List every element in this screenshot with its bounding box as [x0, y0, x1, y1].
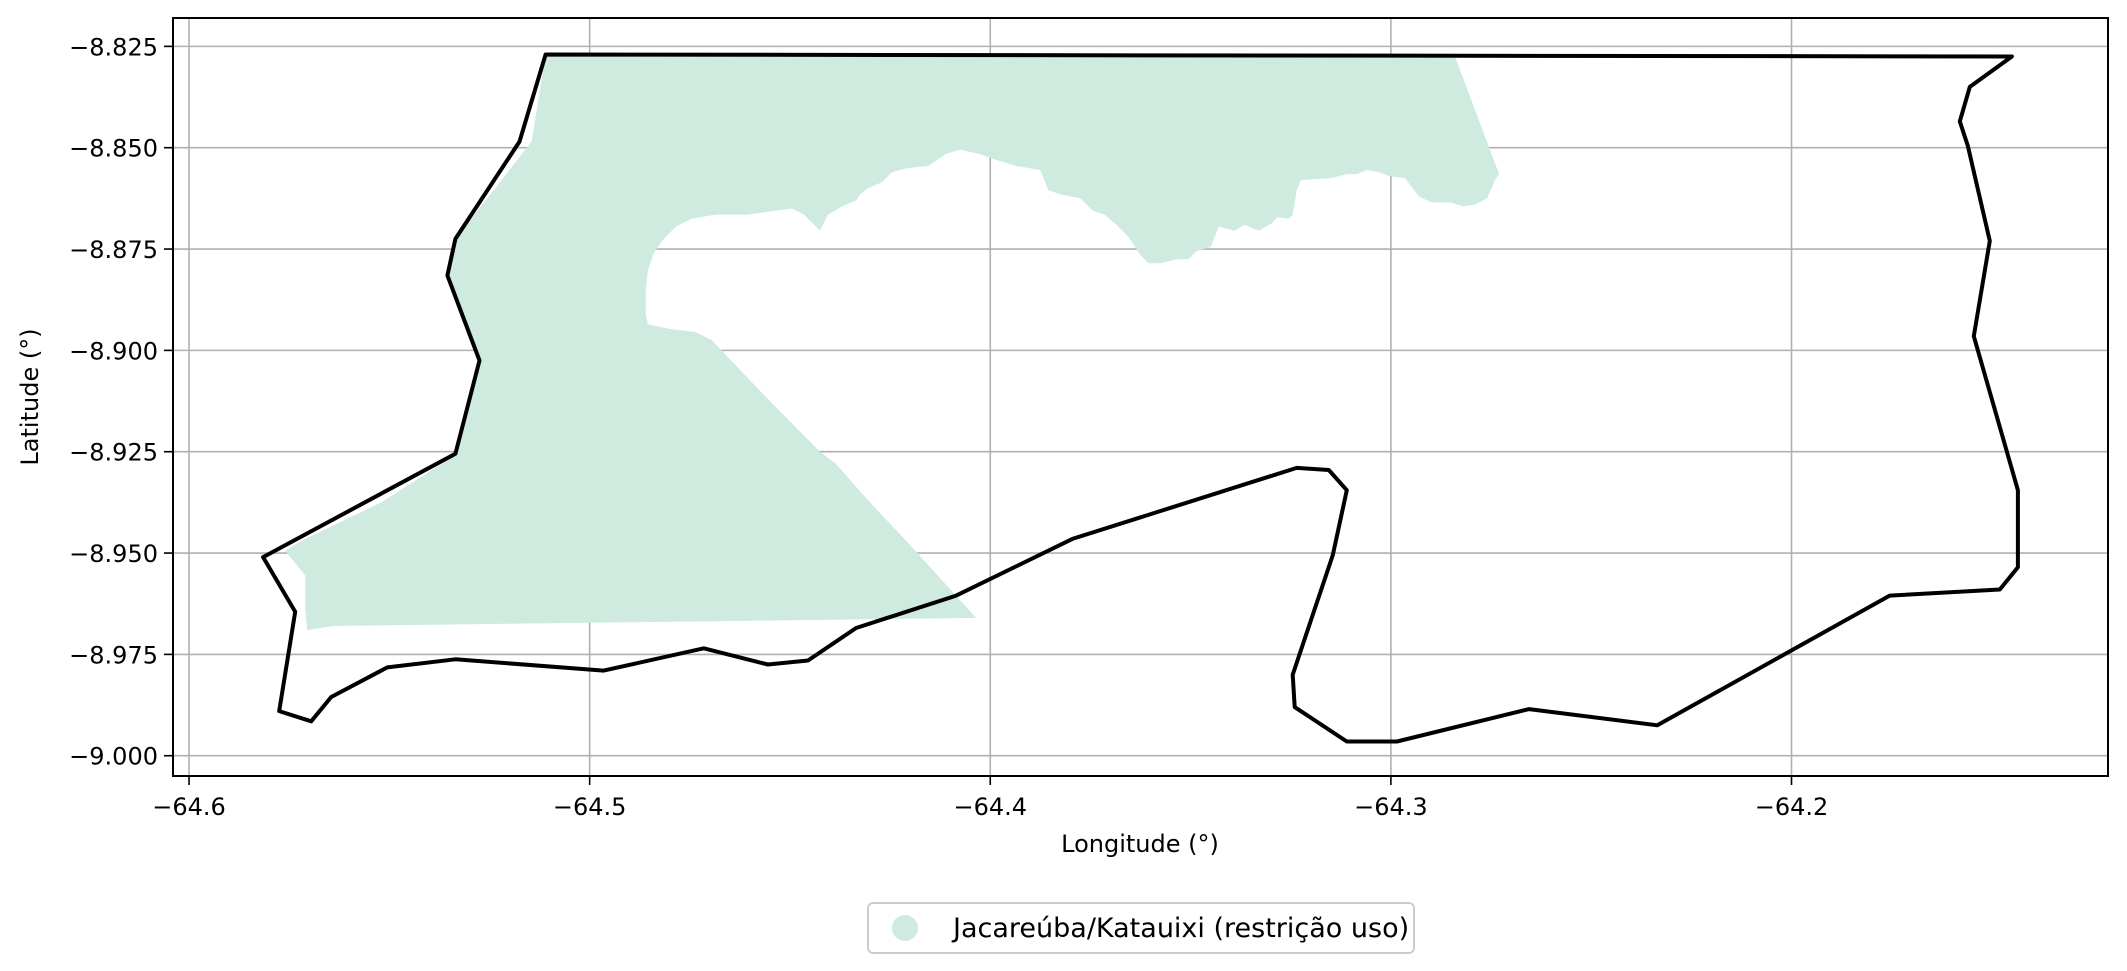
- ticks-layer: −64.6 −64.5 −64.4 −64.3 −64.2 −8.825 −8.850 −8.…: [69, 33, 1828, 821]
- y-axis-label: Latitude (°): [16, 328, 44, 465]
- y-tick-label: −8.975: [69, 641, 158, 669]
- x-tick-label: −64.4: [953, 793, 1027, 821]
- legend-entry-label: Jacareúba/Katauixi (restrição uso): [951, 913, 1409, 944]
- y-tick-label: −8.825: [69, 33, 158, 61]
- x-tick-label: −64.6: [152, 793, 226, 821]
- x-tick-label: −64.5: [553, 793, 627, 821]
- y-tick-label: −8.925: [69, 439, 158, 467]
- legend-box: [867, 902, 1415, 954]
- x-tick-label: −64.3: [1354, 793, 1428, 821]
- y-tick-label: −9.000: [69, 743, 158, 771]
- legend: Jacareúba/Katauixi (restrição uso): [867, 902, 1415, 954]
- x-axis-label: Longitude (°): [1061, 830, 1219, 858]
- y-tick-label: −8.850: [69, 135, 158, 163]
- data-layer: [261, 52, 2020, 744]
- y-tick-label: −8.875: [69, 236, 158, 264]
- y-tick-label: −8.900: [69, 337, 158, 365]
- x-tick-label: −64.2: [1755, 793, 1829, 821]
- plot-frame: [172, 17, 2109, 777]
- territory-boundary: [261, 52, 2020, 744]
- legend-swatch: [892, 915, 918, 941]
- restricted-use-area: [285, 54, 1500, 631]
- y-tick-label: −8.950: [69, 540, 158, 568]
